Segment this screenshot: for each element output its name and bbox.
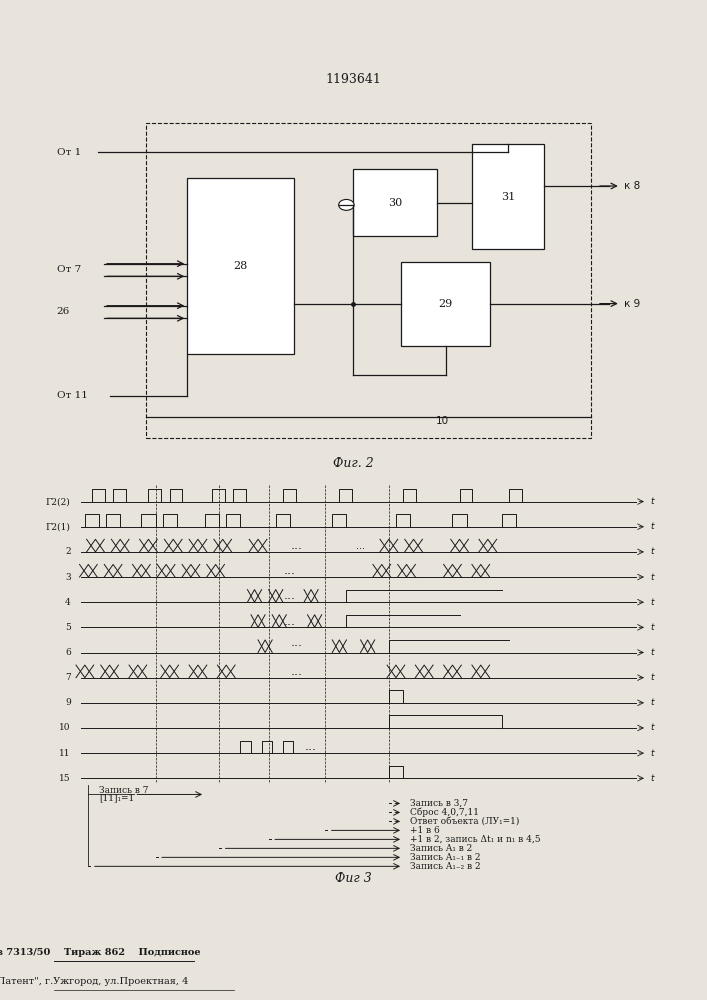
Text: Фиг 3: Фиг 3: [335, 872, 372, 885]
Text: t: t: [650, 749, 654, 758]
Text: Запись A₁₋₁ в 2: Запись A₁₋₁ в 2: [410, 853, 481, 862]
Text: Запись в 7: Запись в 7: [99, 786, 148, 795]
Text: 10: 10: [59, 723, 71, 732]
Text: 31: 31: [501, 192, 515, 202]
Text: Запись в 3,7: Запись в 3,7: [410, 799, 468, 808]
Text: к 8: к 8: [624, 181, 640, 191]
Text: ...: ...: [291, 636, 303, 649]
Text: t: t: [650, 598, 654, 607]
Text: Филиал ППП "Патент", г.Ужгород, ул.Проектная, 4: Филиал ППП "Патент", г.Ужгород, ул.Проек…: [0, 977, 188, 986]
Text: ...: ...: [305, 740, 317, 753]
Text: Запись A₁₋₂ в 2: Запись A₁₋₂ в 2: [410, 862, 481, 871]
Text: От 1: От 1: [57, 148, 81, 157]
Text: 3: 3: [65, 573, 71, 582]
Text: к 9: к 9: [624, 299, 640, 309]
Text: ...: ...: [356, 541, 365, 551]
Text: 5: 5: [65, 623, 71, 632]
Text: 4: 4: [65, 598, 71, 607]
Text: ...: ...: [284, 615, 296, 628]
Text: 15: 15: [59, 774, 71, 783]
Text: t: t: [650, 623, 654, 632]
Text: Запись A₁ в 2: Запись A₁ в 2: [410, 844, 472, 853]
Bar: [354, 169, 437, 236]
Text: Γ2(1): Γ2(1): [46, 522, 71, 531]
Text: От 11: От 11: [57, 391, 88, 400]
Text: t: t: [650, 698, 654, 707]
Text: 6: 6: [65, 648, 71, 657]
Text: t: t: [650, 774, 654, 783]
Text: Ответ объекта (ЛУ₁=1): Ответ объекта (ЛУ₁=1): [410, 817, 520, 826]
Text: t: t: [650, 723, 654, 732]
Text: 28: 28: [233, 261, 247, 271]
Text: 29: 29: [438, 299, 452, 309]
Text: 10: 10: [436, 416, 449, 426]
Text: +1 в 6: +1 в 6: [410, 826, 440, 835]
Text: ...: ...: [284, 589, 296, 602]
Text: 30: 30: [388, 198, 402, 208]
Text: Γ2(2): Γ2(2): [46, 497, 71, 506]
Text: 7: 7: [65, 673, 71, 682]
Text: 2: 2: [65, 547, 71, 556]
Text: 9: 9: [65, 698, 71, 707]
Text: Фиг. 2: Фиг. 2: [333, 457, 374, 470]
Text: t: t: [650, 648, 654, 657]
Text: 1193641: 1193641: [325, 73, 382, 86]
Text: ...: ...: [291, 539, 303, 552]
Text: t: t: [650, 673, 654, 682]
Text: t: t: [650, 522, 654, 531]
Bar: [401, 262, 490, 346]
Text: ...: ...: [284, 564, 296, 577]
Text: t: t: [650, 547, 654, 556]
Text: 11: 11: [59, 749, 71, 758]
Bar: [146, 123, 591, 438]
Circle shape: [339, 199, 354, 210]
Text: t: t: [650, 497, 654, 506]
Text: ВНИИПИ  Заказ 7313/50    Тираж 862    Подписное: ВНИИПИ Заказ 7313/50 Тираж 862 Подписное: [0, 948, 200, 957]
Text: t: t: [650, 573, 654, 582]
Bar: [472, 144, 544, 249]
Text: От 7: От 7: [57, 265, 81, 274]
Text: 26: 26: [57, 308, 70, 316]
Text: Сброс 4,0,7,11: Сброс 4,0,7,11: [410, 808, 479, 817]
Text: ...: ...: [291, 665, 303, 678]
Text: +1 в 2, запись Δt₁ и n₁ в 4,5: +1 в 2, запись Δt₁ и n₁ в 4,5: [410, 835, 541, 844]
Bar: [187, 178, 294, 354]
Text: [11]₁=1: [11]₁=1: [99, 794, 134, 803]
